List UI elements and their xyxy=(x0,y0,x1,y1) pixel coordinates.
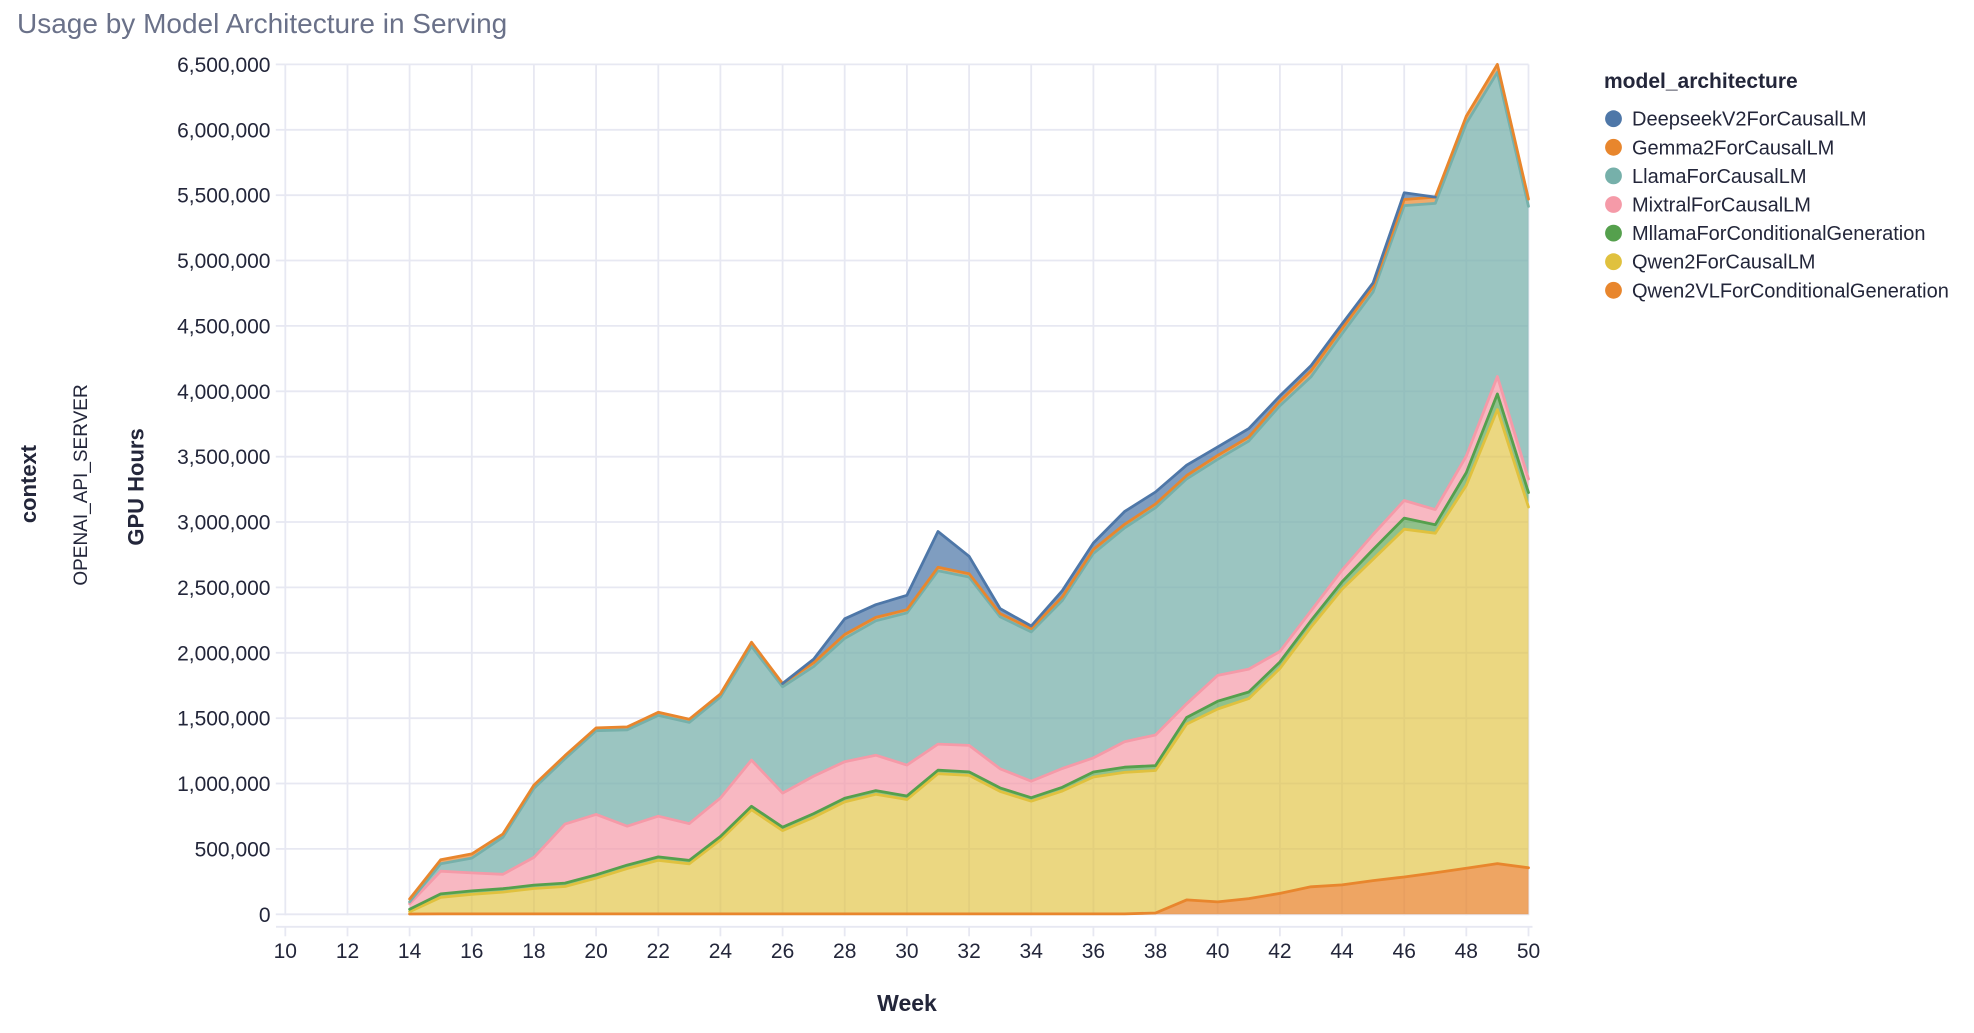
svg-text:Gemma2ForCausalLM: Gemma2ForCausalLM xyxy=(1632,137,1834,159)
svg-text:16: 16 xyxy=(460,940,483,963)
svg-text:3,500,000: 3,500,000 xyxy=(177,446,270,469)
svg-text:5,000,000: 5,000,000 xyxy=(177,250,270,273)
svg-text:MixtralForCausalLM: MixtralForCausalLM xyxy=(1632,195,1811,217)
svg-text:12: 12 xyxy=(336,940,359,963)
svg-text:context: context xyxy=(16,444,41,523)
svg-text:DeepseekV2ForCausalLM: DeepseekV2ForCausalLM xyxy=(1632,109,1867,131)
svg-text:34: 34 xyxy=(1020,940,1044,963)
svg-text:2,500,000: 2,500,000 xyxy=(177,577,270,600)
svg-text:4,000,000: 4,000,000 xyxy=(177,381,270,404)
svg-text:MllamaForConditionalGeneration: MllamaForConditionalGeneration xyxy=(1632,223,1925,245)
svg-text:42: 42 xyxy=(1268,940,1291,963)
svg-text:Qwen2ForCausalLM: Qwen2ForCausalLM xyxy=(1632,252,1815,274)
svg-text:18: 18 xyxy=(522,940,545,963)
svg-text:14: 14 xyxy=(398,940,422,963)
svg-text:10: 10 xyxy=(274,940,297,963)
svg-text:Usage by Model Architecture in: Usage by Model Architecture in Serving xyxy=(17,8,507,39)
svg-text:28: 28 xyxy=(833,940,856,963)
svg-text:6,500,000: 6,500,000 xyxy=(177,54,270,77)
svg-text:LlamaForCausalLM: LlamaForCausalLM xyxy=(1632,166,1807,188)
svg-text:Qwen2VLForConditionalGeneratio: Qwen2VLForConditionalGeneration xyxy=(1632,280,1949,302)
svg-text:4,500,000: 4,500,000 xyxy=(177,315,270,338)
svg-text:model_architecture: model_architecture xyxy=(1604,70,1798,93)
svg-text:3,000,000: 3,000,000 xyxy=(177,512,270,535)
svg-text:32: 32 xyxy=(957,940,980,963)
svg-text:1,000,000: 1,000,000 xyxy=(177,773,270,796)
svg-text:24: 24 xyxy=(709,940,733,963)
svg-text:30: 30 xyxy=(895,940,918,963)
svg-text:6,000,000: 6,000,000 xyxy=(177,119,270,142)
svg-text:40: 40 xyxy=(1206,940,1229,963)
svg-text:26: 26 xyxy=(771,940,794,963)
svg-text:22: 22 xyxy=(647,940,670,963)
svg-text:36: 36 xyxy=(1082,940,1105,963)
svg-text:OPENAI_API_SERVER: OPENAI_API_SERVER xyxy=(71,384,92,585)
svg-text:44: 44 xyxy=(1330,940,1354,963)
svg-text:500,000: 500,000 xyxy=(195,838,271,861)
svg-text:50: 50 xyxy=(1517,940,1540,963)
svg-text:0: 0 xyxy=(259,904,271,927)
svg-text:48: 48 xyxy=(1455,940,1478,963)
svg-text:20: 20 xyxy=(584,940,607,963)
svg-text:1,500,000: 1,500,000 xyxy=(177,708,270,731)
svg-text:5,500,000: 5,500,000 xyxy=(177,185,270,208)
svg-text:2,000,000: 2,000,000 xyxy=(177,642,270,665)
svg-text:38: 38 xyxy=(1144,940,1167,963)
svg-text:Week: Week xyxy=(877,990,937,1016)
svg-text:46: 46 xyxy=(1393,940,1416,963)
svg-text:GPU Hours: GPU Hours xyxy=(124,428,149,545)
